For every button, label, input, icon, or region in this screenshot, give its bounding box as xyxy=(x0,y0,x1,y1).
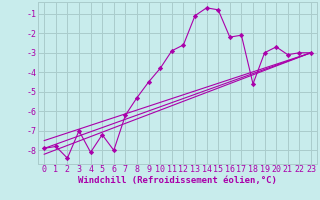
X-axis label: Windchill (Refroidissement éolien,°C): Windchill (Refroidissement éolien,°C) xyxy=(78,176,277,185)
